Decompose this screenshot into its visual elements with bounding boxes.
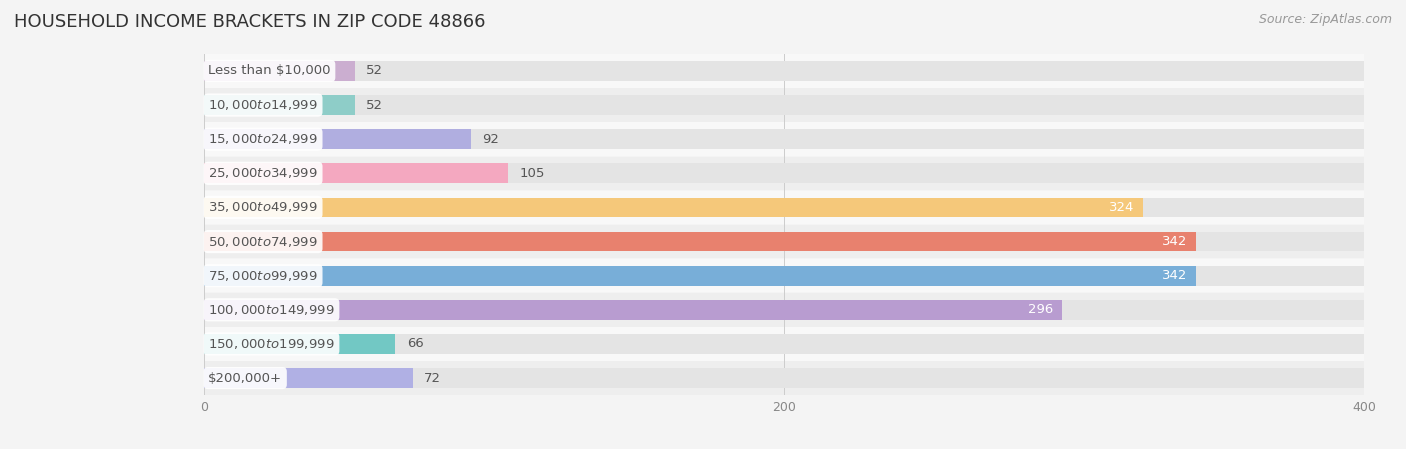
Text: $75,000 to $99,999: $75,000 to $99,999 (208, 269, 318, 283)
Bar (204, 95, 1364, 115)
Bar (204, 266, 1364, 286)
Bar (204, 300, 1364, 320)
Bar (204, 225, 1364, 258)
Text: $200,000+: $200,000+ (208, 372, 283, 384)
Bar (204, 129, 471, 149)
Bar (204, 266, 1195, 286)
Text: $10,000 to $14,999: $10,000 to $14,999 (208, 98, 318, 112)
Bar (204, 368, 1364, 388)
Text: HOUSEHOLD INCOME BRACKETS IN ZIP CODE 48866: HOUSEHOLD INCOME BRACKETS IN ZIP CODE 48… (14, 13, 485, 31)
Bar (204, 61, 354, 81)
Text: 52: 52 (366, 99, 384, 111)
Bar (204, 232, 1364, 251)
Text: $100,000 to $149,999: $100,000 to $149,999 (208, 303, 335, 317)
Bar (204, 191, 1364, 224)
Text: 296: 296 (1028, 304, 1053, 316)
Text: Source: ZipAtlas.com: Source: ZipAtlas.com (1258, 13, 1392, 26)
Text: 72: 72 (425, 372, 441, 384)
Bar (204, 61, 1364, 81)
Text: 324: 324 (1109, 201, 1135, 214)
Bar (204, 232, 1195, 251)
Bar (204, 293, 1364, 326)
Text: $50,000 to $74,999: $50,000 to $74,999 (208, 234, 318, 249)
Bar (204, 334, 1364, 354)
Text: 52: 52 (366, 65, 384, 77)
Bar (204, 157, 1364, 190)
Bar (204, 361, 1364, 395)
Text: 66: 66 (406, 338, 423, 350)
Bar (204, 327, 1364, 361)
Bar (204, 368, 413, 388)
Text: 92: 92 (482, 133, 499, 145)
Bar (204, 95, 354, 115)
Bar (204, 129, 1364, 149)
Text: 105: 105 (520, 167, 546, 180)
Text: 342: 342 (1161, 235, 1187, 248)
Bar (204, 54, 1364, 88)
Bar (204, 198, 1143, 217)
Bar (204, 300, 1063, 320)
Text: Less than $10,000: Less than $10,000 (208, 65, 330, 77)
Bar (204, 334, 395, 354)
Text: $25,000 to $34,999: $25,000 to $34,999 (208, 166, 318, 180)
Bar (204, 163, 509, 183)
Bar (204, 123, 1364, 156)
Bar (204, 198, 1364, 217)
Text: $150,000 to $199,999: $150,000 to $199,999 (208, 337, 335, 351)
Bar (204, 259, 1364, 292)
Text: $35,000 to $49,999: $35,000 to $49,999 (208, 200, 318, 215)
Text: $15,000 to $24,999: $15,000 to $24,999 (208, 132, 318, 146)
Text: 342: 342 (1161, 269, 1187, 282)
Bar (204, 163, 1364, 183)
Bar (204, 88, 1364, 122)
